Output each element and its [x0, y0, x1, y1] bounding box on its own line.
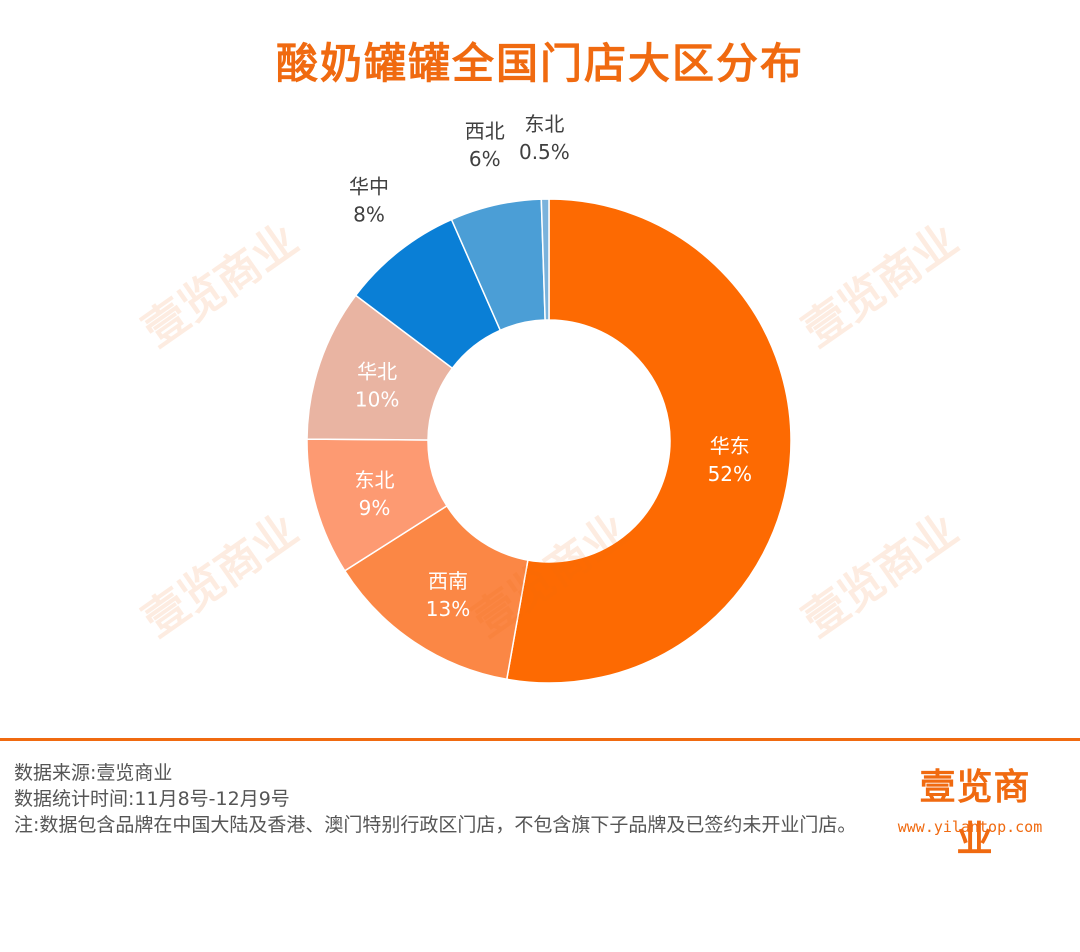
slice-label: 华东: [710, 434, 750, 458]
data-note: 注:数据包含品牌在中国大陆及香港、澳门特别行政区门店，不包含旗下子品牌及已签约未…: [14, 814, 857, 836]
slice-value-label: 52%: [708, 462, 752, 486]
slice-label: 华北: [357, 360, 397, 384]
slice-value-label: 10%: [355, 388, 399, 412]
slice-value-label: 8%: [353, 203, 385, 227]
slice-value-label: 13%: [426, 597, 470, 621]
footer-notes: 数据来源:壹览商业 数据统计时间:11月8号-12月9号 注:数据包含品牌在中国…: [14, 760, 864, 838]
chart-labels: 华东 52% 西南 13% 东北 9% 华北 10% 华中 8% 西北 6% 东北 0.5%: [349, 112, 752, 621]
slice-label: 东北: [355, 468, 395, 492]
chart-slices: [306, 198, 792, 684]
slice-label: 东北: [524, 112, 564, 136]
slice-label: 西南: [428, 569, 468, 593]
slice-value-label: 0.5%: [519, 140, 570, 164]
chart-title: 酸奶罐罐全国门店大区分布: [275, 39, 804, 88]
slice-label: 华中: [349, 175, 389, 199]
brand-url[interactable]: www.yilantop.com: [897, 818, 1043, 836]
slice-value-label: 6%: [469, 147, 501, 171]
pie-slice: [343, 504, 529, 681]
pie-slice: [505, 198, 792, 684]
slice-value-label: 9%: [359, 496, 391, 520]
data-source: 数据来源:壹览商业: [14, 762, 173, 784]
slice-label: 西北: [465, 119, 505, 143]
pie-slice: [540, 198, 550, 321]
donut-chart: 华东 52% 西南 13% 东北 9% 华北 10% 华中 8% 西北 6% 东北 0.5%: [306, 112, 792, 684]
brand-logo: 壹览商业: [919, 767, 1031, 860]
data-period: 数据统计时间:11月8号-12月9号: [14, 788, 290, 810]
footer-divider: [0, 738, 1080, 741]
